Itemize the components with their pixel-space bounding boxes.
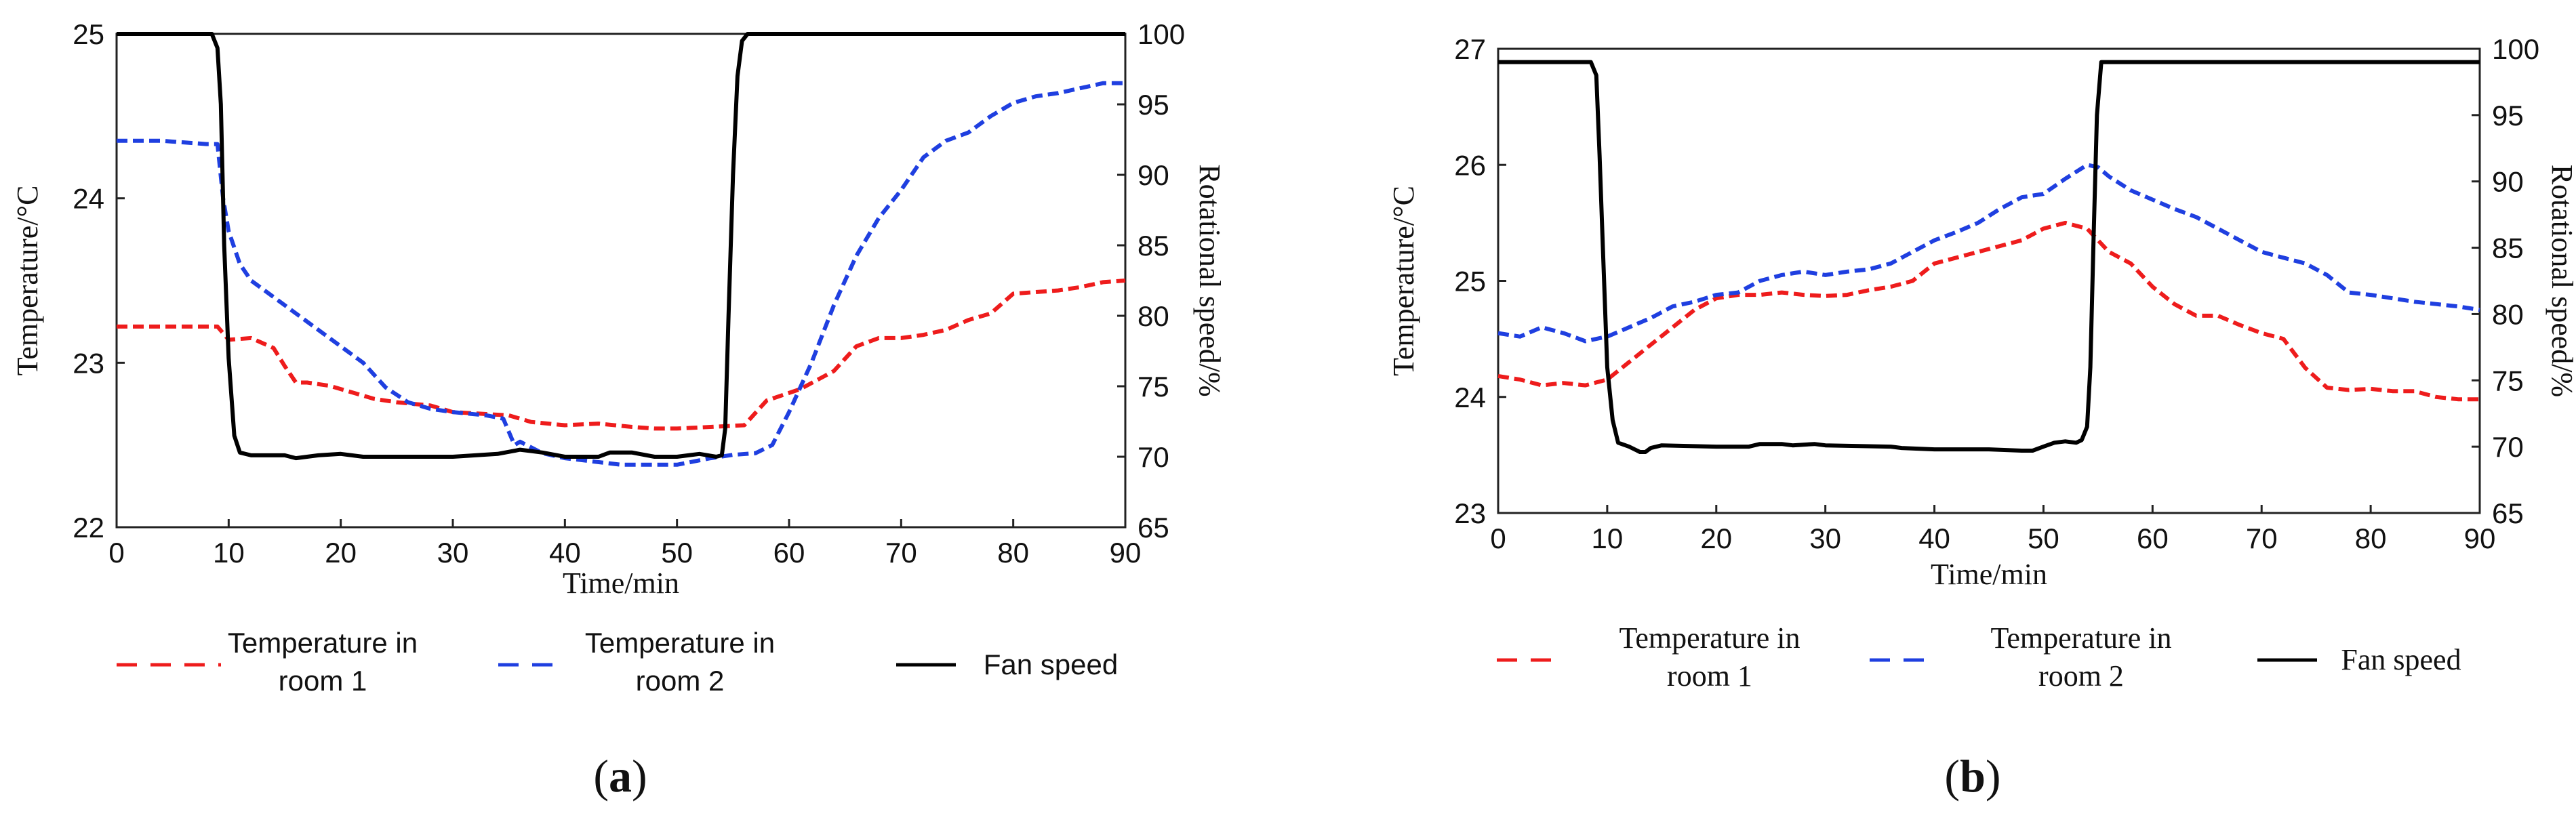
y-tick-label: 23 [1454, 497, 1486, 529]
x-tick-label: 20 [1700, 522, 1732, 554]
x-tick-label: 50 [661, 537, 693, 569]
legend-label: Temperature in [585, 627, 775, 659]
series-line-fan-speed [117, 32, 1125, 461]
y-tick-label: 25 [1454, 266, 1486, 297]
x-tick-label: 60 [2137, 522, 2169, 554]
x-tick-label: 60 [773, 537, 805, 569]
panel-letter: b [1960, 750, 1986, 802]
panel-b: 0 10 20 30 40 50 60 70 80 90 23 24 25 26 27 65 70 75 80 85 9… [1387, 33, 2576, 802]
x-tick-label: 40 [1918, 522, 1950, 554]
x-tick-label: 70 [885, 537, 917, 569]
legend-label: Temperature in [1991, 621, 2172, 655]
legend-label: Temperature in [1619, 621, 1800, 655]
y2-tick-label: 85 [1138, 230, 1169, 262]
y2-tick-label: 80 [1138, 300, 1169, 332]
y-tick-label: 26 [1454, 149, 1486, 181]
y2-tick-label: 100 [1138, 18, 1185, 50]
y-axis-label: Temperature/°C [1387, 186, 1420, 376]
panel-a: 0 10 20 30 40 50 60 70 80 90 22 23 24 25 65 70 75 80 85 90 9… [11, 18, 1226, 802]
y2-axis-label: Rotational speed/% [1193, 164, 1226, 396]
plot-frame [1497, 47, 2481, 514]
x-tick-label: 70 [2246, 522, 2278, 554]
y-tick-label: 24 [1454, 382, 1486, 413]
y2-tick-label: 80 [2492, 298, 2524, 330]
y2-tick-label: 65 [2492, 497, 2524, 529]
series-line-temperature-in-room-1 [117, 279, 1126, 431]
series-line-temperature-in-room-1 [1497, 220, 2480, 402]
y-tick-label: 27 [1454, 33, 1486, 65]
x-tick-label: 80 [997, 537, 1029, 569]
y2-tick-label: 90 [2492, 166, 2524, 198]
y2-tick-label: 95 [1138, 89, 1169, 121]
legend-label: room 2 [636, 665, 725, 697]
legend-label: room 1 [1667, 659, 1752, 693]
series-line-temperature-in-room-2 [1497, 163, 2480, 344]
y2-tick-label: 90 [1138, 159, 1169, 191]
y2-tick-label: 70 [2492, 431, 2524, 463]
x-tick-label: 20 [325, 537, 357, 569]
x-tick-label: 30 [437, 537, 469, 569]
legend-label: Temperature in [228, 627, 418, 659]
y-tick-label: 25 [73, 18, 104, 50]
x-tick-label: 30 [1809, 522, 1841, 554]
legend-label: Fan speed [984, 649, 1118, 680]
x-tick-label: 10 [1592, 522, 1624, 554]
y-axis-label: Temperature/°C [11, 186, 44, 376]
legend-label: Fan speed [2341, 643, 2461, 676]
y2-axis-label: Rotational speed/% [2545, 165, 2576, 397]
y-tick-label: 23 [73, 347, 104, 379]
y2-tick-label: 70 [1138, 441, 1169, 473]
y2-tick-label: 95 [2492, 100, 2524, 131]
panel-label: (b) [1944, 750, 2000, 802]
panel-label: (a) [593, 750, 647, 802]
x-tick-label: 0 [1490, 522, 1506, 554]
y2-tick-label: 85 [2492, 232, 2524, 264]
panel-letter: a [609, 750, 632, 802]
y-tick-label: 24 [73, 183, 104, 215]
x-tick-label: 90 [1110, 537, 1142, 569]
series-line-fan-speed [1498, 60, 2480, 454]
legend-label: room 2 [2038, 659, 2124, 693]
x-tick-label: 50 [2028, 522, 2059, 554]
x-tick-label: 0 [108, 537, 124, 569]
x-tick-label: 10 [213, 537, 245, 569]
x-tick-label: 90 [2464, 522, 2496, 554]
y-tick-label: 22 [73, 512, 104, 543]
y2-tick-label: 65 [1138, 512, 1169, 543]
x-tick-label: 40 [549, 537, 581, 569]
x-axis-label: Time/min [563, 567, 679, 600]
y2-tick-label: 100 [2492, 33, 2539, 65]
legend-label: room 1 [279, 665, 367, 697]
series-line-temperature-in-room-2 [117, 81, 1125, 467]
y2-tick-label: 75 [1138, 371, 1169, 403]
x-axis-label: Time/min [1931, 558, 2047, 591]
y2-tick-label: 75 [2492, 365, 2524, 396]
x-tick-label: 80 [2355, 522, 2387, 554]
